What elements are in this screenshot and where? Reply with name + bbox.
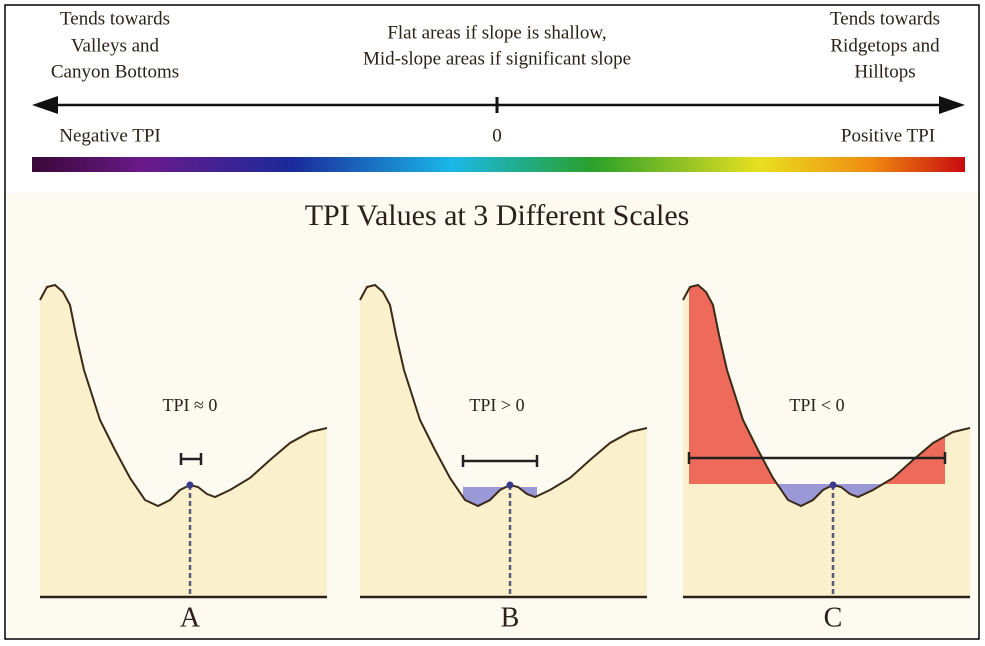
left-text: Tends towards [60,8,170,29]
panel-label: TPI < 0 [789,395,844,415]
center-point [186,481,194,489]
legend: Tends towards Valleys and Canyon Bottoms… [51,8,940,146]
positive-label: Positive TPI [841,125,935,146]
right-text: Ridgetops and [830,35,940,56]
center-point [829,481,837,489]
center-text: Mid-slope areas if significant slope [363,48,631,69]
terrain-outline [39,283,328,508]
right-text: Tends towards [830,8,940,29]
terrain-outline [359,283,648,508]
center-text: Flat areas if slope is shallow, [387,22,606,43]
right-text: Hilltops [854,61,915,82]
terrain [360,285,647,597]
axis-arrow [32,96,965,114]
zero-label: 0 [492,125,502,146]
terrain-outline [682,283,971,508]
left-text: Valleys and [71,35,160,56]
panel-label: TPI > 0 [469,395,524,415]
terrain [40,285,327,597]
panel-letter: C [824,602,843,633]
negative-label: Negative TPI [59,125,161,146]
left-text: Canyon Bottoms [51,61,179,82]
panel-label: TPI ≈ 0 [163,395,218,415]
panel: TPI ≈ 0 A [39,283,328,633]
panel-letter: A [180,602,201,633]
terrain [683,285,970,597]
panel-letter: B [501,602,520,633]
color-bar [32,157,965,172]
center-point [506,481,514,489]
panel: TPI > 0 B [359,283,648,633]
title: TPI Values at 3 Different Scales [305,199,690,232]
